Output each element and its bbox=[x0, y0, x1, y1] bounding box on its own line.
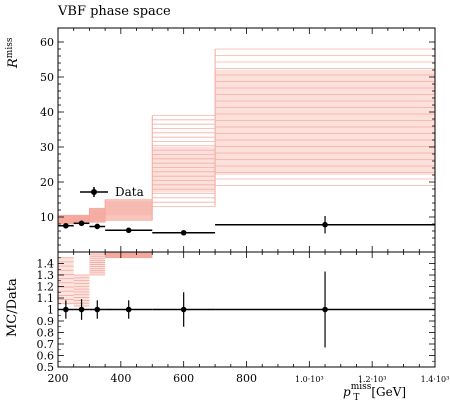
ratio-data-point bbox=[180, 306, 187, 313]
data-point bbox=[180, 229, 187, 236]
data-series-main bbox=[58, 215, 435, 236]
data-point bbox=[125, 227, 132, 234]
x-axis-label: pmiss T [GeV] bbox=[343, 382, 406, 403]
x-tick-label: 200 bbox=[48, 372, 69, 385]
data-point bbox=[94, 223, 101, 230]
legend-data-label: Data bbox=[115, 185, 144, 199]
ratio-y-tick-label: 1.1 bbox=[37, 292, 55, 305]
ratio-data-point bbox=[78, 306, 85, 313]
x-tick-label: 1.2·10³ bbox=[358, 375, 387, 384]
x-tick-label: 800 bbox=[236, 372, 257, 385]
data-series-ratio bbox=[58, 271, 435, 348]
xlabel-sup: miss bbox=[351, 382, 372, 392]
main-y-tick-label: 40 bbox=[40, 106, 54, 119]
data-point bbox=[78, 220, 85, 227]
x-tick-label: 1.0·10³ bbox=[295, 375, 324, 384]
xlabel-base: p bbox=[343, 385, 351, 399]
ratio-y-tick-label: 0.6 bbox=[37, 350, 55, 363]
x-tick-label: 400 bbox=[110, 372, 131, 385]
legend-data-marker bbox=[91, 189, 97, 195]
ratio-data-point bbox=[322, 306, 328, 313]
main-y-axis-label: Rmiss bbox=[5, 37, 21, 69]
ratio-y-tick-label: 1.4 bbox=[37, 258, 55, 271]
main-y-tick-label: 30 bbox=[40, 141, 54, 154]
xlabel-sub: T bbox=[353, 393, 359, 403]
ratio-data-point bbox=[94, 306, 101, 313]
mc-band-main bbox=[58, 48, 435, 225]
x-tick-label: 600 bbox=[173, 372, 194, 385]
ratio-y-tick-label: 0.9 bbox=[37, 315, 55, 328]
mc-band-fill-bin-5 bbox=[215, 70, 435, 175]
ratio-y-tick-label: 1.3 bbox=[37, 269, 55, 282]
main-y-tick-label: 50 bbox=[40, 71, 54, 84]
mc-band-fill-bin-4 bbox=[152, 147, 216, 193]
ratio-band-fill-bin-0 bbox=[58, 257, 74, 304]
main-y-tick-label: 60 bbox=[40, 36, 54, 49]
ratio-y-tick-label: 0.8 bbox=[37, 327, 55, 340]
ratio-y-axis: 0.50.60.70.80.911.11.21.31.4 bbox=[37, 257, 435, 374]
ylabel-main-sup: miss bbox=[5, 37, 15, 58]
x-tick-label: 1.4·10³ bbox=[421, 375, 450, 384]
chart-title: VBF phase space bbox=[57, 4, 171, 19]
ratio-plot-frame bbox=[57, 251, 436, 368]
ratio-y-tick-label: 1 bbox=[47, 304, 54, 317]
main-plot-panel: 10 20 30 40 50 60 Data Rmiss bbox=[5, 27, 436, 253]
ratio-plot-panel: 0.50.60.70.80.911.11.21.31.4 200 400 600 80… bbox=[5, 251, 450, 403]
ratio-data-point bbox=[63, 306, 69, 313]
data-point bbox=[63, 222, 69, 229]
mc-band-ratio bbox=[58, 251, 153, 307]
xlabel-unit: [GeV] bbox=[371, 385, 406, 399]
data-point bbox=[322, 221, 328, 228]
ratio-band-fill-bin-1 bbox=[73, 275, 90, 307]
ratio-y-tick-label: 0.7 bbox=[37, 338, 55, 351]
main-y-tick-label: 10 bbox=[40, 211, 54, 224]
legend: Data bbox=[80, 185, 144, 199]
ylabel-main-base: R bbox=[6, 58, 21, 69]
ratio-y-tick-label: 0.5 bbox=[37, 361, 55, 374]
main-y-tick-label: 20 bbox=[40, 176, 54, 189]
ratio-y-axis-label: MC/Data bbox=[5, 278, 20, 337]
ratio-band-fill-bin-2 bbox=[89, 252, 106, 275]
ratio-y-tick-label: 1.2 bbox=[37, 281, 55, 294]
ratio-data-point bbox=[125, 306, 132, 313]
